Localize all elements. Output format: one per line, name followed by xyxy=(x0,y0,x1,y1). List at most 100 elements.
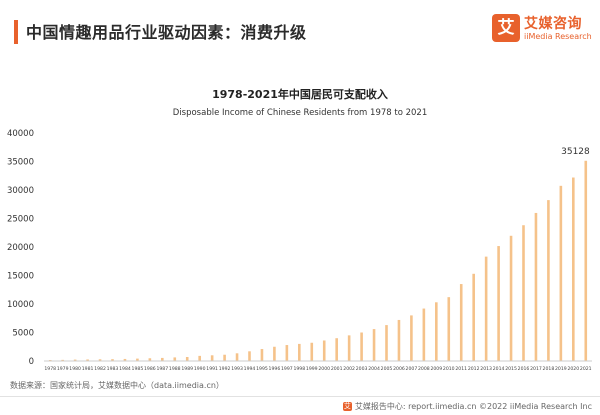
y-tick-label: 35000 xyxy=(7,158,34,168)
x-tick-label: 1998 xyxy=(293,366,305,372)
footer-logo-icon: 艾 xyxy=(342,402,352,411)
chart-subtitle: Disposable Income of Chinese Residents f… xyxy=(173,108,428,118)
bar xyxy=(397,319,401,361)
x-tick-label: 2014 xyxy=(493,366,505,372)
bar xyxy=(86,359,89,361)
x-tick-label: 1979 xyxy=(57,366,69,372)
x-tick-label: 1981 xyxy=(82,366,94,372)
y-tick-label: 25000 xyxy=(7,215,34,225)
bar xyxy=(385,325,388,361)
x-tick-label: 1989 xyxy=(181,366,193,372)
bar xyxy=(347,335,351,361)
bar xyxy=(161,357,164,361)
bar xyxy=(410,315,413,361)
bar xyxy=(559,185,563,361)
x-tick-label: 1983 xyxy=(107,366,119,372)
x-tick-label: 2003 xyxy=(356,366,368,372)
x-tick-label: 1982 xyxy=(94,366,106,372)
y-tick-label: 5000 xyxy=(12,329,34,339)
x-tick-label: 2017 xyxy=(530,366,542,372)
bar xyxy=(472,273,475,361)
x-tick-label: 1990 xyxy=(194,366,206,372)
bar xyxy=(322,340,326,361)
x-tick-label: 1984 xyxy=(119,366,131,372)
page-title: 中国情趣用品行业驱动因素：消费升级 xyxy=(26,23,307,42)
x-tick-label: 2002 xyxy=(343,366,355,372)
bar xyxy=(185,357,189,361)
logo-name-en: iiMedia Research xyxy=(524,32,592,41)
x-tick-label: 1999 xyxy=(306,366,318,372)
footer-divider xyxy=(0,396,600,397)
x-tick-label: 2013 xyxy=(480,366,492,372)
x-tick-label: 2020 xyxy=(567,366,579,372)
brand-logo: 艾 艾媒咨询 iiMedia Research xyxy=(492,12,592,52)
bar xyxy=(248,351,251,361)
title-accent-bar xyxy=(14,20,18,44)
bar xyxy=(484,256,488,361)
bar xyxy=(148,358,152,361)
x-tick-label: 2001 xyxy=(331,366,343,372)
y-tick-label: 40000 xyxy=(7,129,34,139)
x-tick-label: 1992 xyxy=(219,366,231,372)
bar xyxy=(497,246,500,361)
bar xyxy=(584,160,588,361)
bar xyxy=(223,354,226,361)
x-tick-label: 1988 xyxy=(169,366,181,372)
bar xyxy=(273,346,276,361)
bar xyxy=(98,359,102,361)
x-tick-label: 1987 xyxy=(156,366,168,372)
y-tick-label: 15000 xyxy=(7,272,34,282)
bar-chart: 1978-2021年中国居民可支配收入 Disposable Income of… xyxy=(7,87,592,372)
bar xyxy=(372,329,376,361)
y-tick-label: 20000 xyxy=(7,243,34,253)
x-axis: 1978 1979 1980 1981 1982 1983 1984 1985 1986 1987… xyxy=(44,360,592,372)
bar xyxy=(572,177,575,361)
x-tick-label: 1986 xyxy=(144,366,156,372)
x-tick-label: 1997 xyxy=(281,366,293,372)
x-tick-label: 2011 xyxy=(455,366,467,372)
footer-text: 艾媒报告中心: report.iimedia.cn ©2022 iiMedia … xyxy=(354,402,592,411)
bar xyxy=(111,359,114,361)
bar xyxy=(522,225,525,361)
x-tick-label: 1978 xyxy=(44,366,56,372)
bar xyxy=(435,302,438,361)
data-labels: 35128 xyxy=(561,147,590,157)
bar xyxy=(173,357,177,361)
bar xyxy=(136,358,139,361)
bar xyxy=(360,332,363,361)
bar xyxy=(534,212,538,361)
x-tick-label: 2012 xyxy=(468,366,480,372)
y-axis: 0 5000 10000 15000 20000 25000 30000 35000 40000 xyxy=(7,129,34,367)
bar xyxy=(310,342,314,361)
bar xyxy=(235,353,239,361)
bar xyxy=(73,359,77,361)
bar xyxy=(123,358,127,361)
x-tick-label: 2009 xyxy=(430,366,442,372)
footer: 艾艾媒报告中心: report.iimedia.cn ©2022 iiMedia… xyxy=(342,401,592,412)
x-tick-label: 1985 xyxy=(132,366,144,372)
y-tick-label: 10000 xyxy=(7,300,34,310)
data-source: 数据来源：国家统计局，艾媒数据中心（data.iimedia.cn） xyxy=(10,381,224,390)
logo-name-cn: 艾媒咨询 xyxy=(524,16,582,32)
y-tick-label: 30000 xyxy=(7,186,34,196)
x-tick-label: 2004 xyxy=(368,366,380,372)
x-tick-label: 2021 xyxy=(580,366,592,372)
x-tick-label: 2007 xyxy=(406,366,418,372)
x-tick-label: 2005 xyxy=(381,366,393,372)
x-tick-label: 2000 xyxy=(318,366,330,372)
data-label: 35128 xyxy=(561,147,590,157)
bar xyxy=(298,343,301,361)
bars xyxy=(48,160,588,361)
bar xyxy=(335,338,338,361)
bar xyxy=(547,200,550,361)
bar xyxy=(210,355,214,361)
x-tick-label: 2006 xyxy=(393,366,405,372)
x-tick-label: 2019 xyxy=(555,366,567,372)
bar xyxy=(422,308,426,361)
bar xyxy=(509,235,513,361)
chart-title: 1978-2021年中国居民可支配收入 xyxy=(212,87,388,101)
bar xyxy=(447,297,451,361)
bar xyxy=(459,284,463,361)
y-tick-label: 0 xyxy=(29,357,34,367)
x-tick-label: 1995 xyxy=(256,366,268,372)
